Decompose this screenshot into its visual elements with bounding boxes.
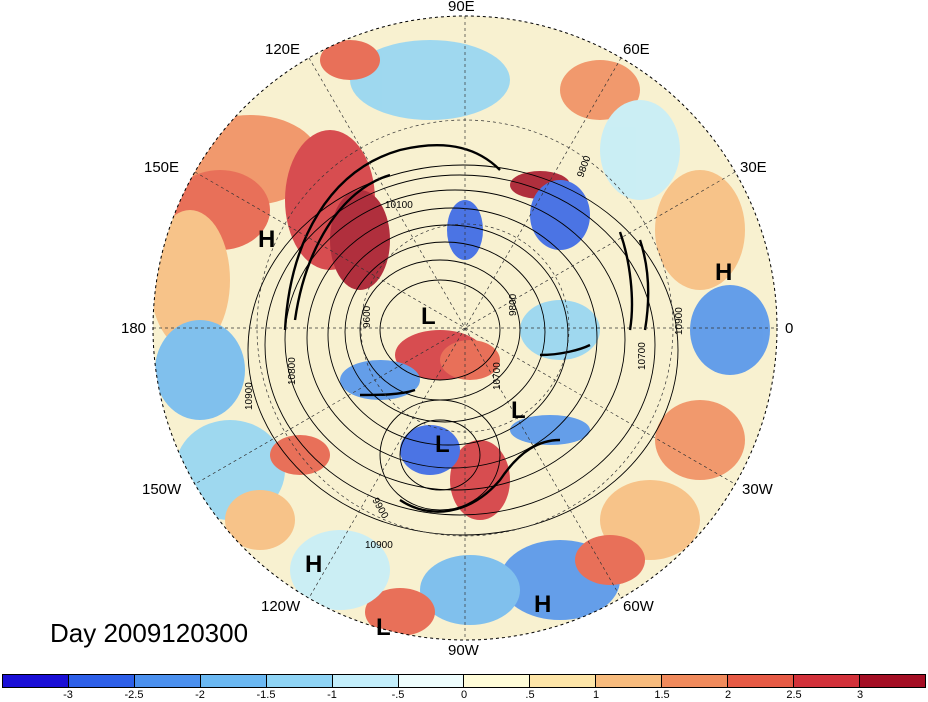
colorbar-tick-label: 3 bbox=[856, 689, 864, 701]
colorbar-tick-label: 2.5 bbox=[786, 689, 802, 701]
low-pressure-marker: L bbox=[511, 397, 526, 424]
anomaly-field bbox=[153, 16, 777, 640]
colorbar-swatch bbox=[68, 675, 135, 687]
colorbar-tick-label: -3 bbox=[63, 689, 73, 701]
low-pressure-marker: L bbox=[376, 614, 391, 641]
longitude-label: 90W bbox=[448, 642, 479, 659]
contour-label: 9600 bbox=[362, 305, 373, 328]
colorbar-swatch bbox=[662, 675, 729, 687]
longitude-label: 90E bbox=[448, 0, 475, 15]
colorbar-tick-label: -.5 bbox=[391, 689, 405, 701]
colorbar-swatch bbox=[134, 675, 201, 687]
longitude-label: 150W bbox=[142, 481, 182, 498]
colorbar-swatch bbox=[266, 675, 333, 687]
contour-label: 10700 bbox=[637, 342, 648, 370]
contour-label: 10100 bbox=[385, 200, 413, 211]
longitude-label: 0 bbox=[785, 320, 794, 337]
date-title: Day 2009120300 bbox=[50, 618, 249, 648]
longitude-label: 60W bbox=[623, 598, 654, 615]
colorbar bbox=[2, 674, 926, 688]
contour-label: 10900 bbox=[674, 307, 685, 335]
longitude-label: 120E bbox=[265, 41, 301, 58]
contour-label: 9800 bbox=[508, 293, 519, 316]
colorbar-swatch bbox=[464, 675, 531, 687]
colorbar-tick-label: -1 bbox=[327, 689, 337, 701]
high-pressure-marker: H bbox=[258, 226, 275, 253]
colorbar-swatch bbox=[530, 675, 597, 687]
contour-label: 10800 bbox=[287, 357, 298, 385]
high-pressure-marker: H bbox=[715, 259, 732, 286]
contour-label: 10900 bbox=[365, 540, 393, 551]
colorbar-swatch bbox=[3, 675, 69, 687]
low-pressure-marker: L bbox=[435, 431, 450, 458]
high-pressure-marker: H bbox=[305, 551, 322, 578]
colorbar-swatch bbox=[859, 675, 925, 687]
colorbar-swatch bbox=[200, 675, 267, 687]
longitude-label: 60E bbox=[623, 41, 650, 58]
colorbar-swatch bbox=[596, 675, 663, 687]
contour-label: 10700 bbox=[492, 362, 503, 390]
contour-label: 10900 bbox=[244, 382, 255, 410]
low-pressure-marker: L bbox=[421, 303, 436, 330]
colorbar-tick-label: -2.5 bbox=[124, 689, 144, 701]
high-pressure-marker: H bbox=[534, 591, 551, 618]
longitude-label: 150E bbox=[144, 159, 180, 176]
colorbar-swatch bbox=[332, 675, 399, 687]
longitude-label: 30E bbox=[740, 159, 767, 176]
longitude-label: 30W bbox=[742, 481, 773, 498]
longitude-label: 120W bbox=[261, 598, 301, 615]
colorbar-tick-label: 1.5 bbox=[654, 689, 670, 701]
colorbar-swatch bbox=[728, 675, 795, 687]
colorbar-swatch bbox=[794, 675, 860, 687]
colorbar-tick-label: 0 bbox=[460, 689, 468, 701]
colorbar-tick-label: .5 bbox=[525, 689, 535, 701]
colorbar-tick-label: 2 bbox=[724, 689, 732, 701]
longitude-label: 180 bbox=[121, 320, 147, 337]
colorbar-tick-label: -1.5 bbox=[256, 689, 276, 701]
colorbar-tick-label: -2 bbox=[195, 689, 205, 701]
colorbar-swatch bbox=[398, 675, 465, 687]
colorbar-tick-label: 1 bbox=[592, 689, 600, 701]
